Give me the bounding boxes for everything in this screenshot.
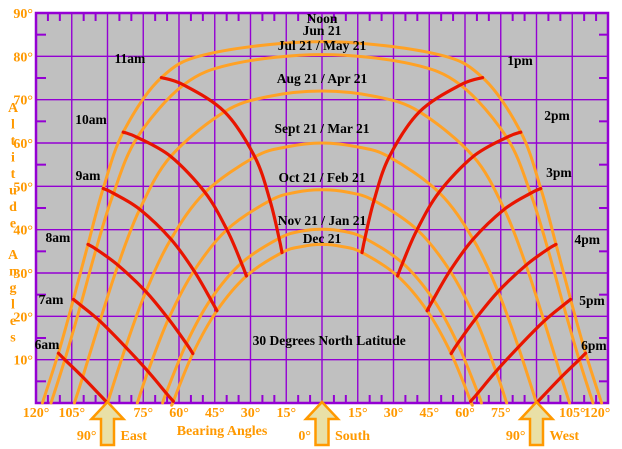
month-label: Sept 21 / Mar 21 xyxy=(275,121,370,136)
month-curve xyxy=(40,40,604,405)
y-axis-title-letter: u xyxy=(9,184,17,199)
x-tick-label: 45° xyxy=(205,406,225,421)
y-axis-title-letter: d xyxy=(9,200,17,215)
hour-label: 4pm xyxy=(575,232,601,247)
y-axis-title-letter: l xyxy=(11,298,15,313)
x-tick-label: 15° xyxy=(348,406,368,421)
y-tick-label: 50° xyxy=(13,180,33,195)
month-label: Jun 21 xyxy=(303,23,342,38)
compass-direction-label: South xyxy=(335,429,370,444)
month-label: Aug 21 / Apr 21 xyxy=(277,71,368,86)
y-axis-title-letter: e xyxy=(10,314,16,329)
hour-label: 3pm xyxy=(546,165,572,180)
x-tick-labels: 120° 105° 75° 60° 45° 30° 15° 15° 30° 45° 60° 75° 10… xyxy=(23,406,611,421)
compass-arrow-west-icon xyxy=(517,400,556,447)
x-tick-label: 60° xyxy=(455,406,475,421)
y-tick-label: 60° xyxy=(13,137,33,152)
y-axis-title-letter: A xyxy=(8,101,19,116)
hour-label: 11am xyxy=(115,51,147,66)
x-tick-label: 105° xyxy=(559,406,586,421)
x-tick-label: 15° xyxy=(276,406,296,421)
compass: 90° East 0° South 90° West xyxy=(77,400,580,447)
y-tick-label: 70° xyxy=(13,94,33,109)
x-tick-label: 30° xyxy=(241,406,261,421)
compass-arrow-east-icon xyxy=(88,400,127,447)
y-axis-title-letter: t xyxy=(11,167,16,182)
x-tick-label: 45° xyxy=(419,406,439,421)
month-label: Nov 21 / Jan 21 xyxy=(278,213,367,228)
y-axis-title-letter: i xyxy=(11,151,15,166)
hour-curve xyxy=(449,242,558,356)
hour-label: 9am xyxy=(76,168,102,183)
compass-direction-label: East xyxy=(121,429,148,444)
x-tick-label: 120° xyxy=(584,406,611,421)
compass-degree-label: 90° xyxy=(77,429,97,444)
hour-curve xyxy=(56,351,110,405)
x-tick-label: 75° xyxy=(491,406,511,421)
y-tick-labels: 90° 80° 70° 60° 50° 40° 30° 20° 10° xyxy=(13,7,33,369)
y-axis-title-letter: s xyxy=(10,331,16,346)
month-curve xyxy=(106,141,538,405)
annotation-label: 30 Degrees North Latitude xyxy=(253,333,406,348)
hour-curve xyxy=(121,130,248,278)
x-tick-label: 75° xyxy=(133,406,153,421)
hour-curves xyxy=(56,76,588,405)
y-tick-label: 90° xyxy=(13,7,33,22)
hour-label: 5pm xyxy=(579,293,605,308)
y-axis-title-letter: g xyxy=(10,281,17,296)
y-tick-label: 20° xyxy=(13,310,33,325)
hour-curve xyxy=(396,130,523,278)
hour-label: 8am xyxy=(46,230,72,245)
hour-label: 2pm xyxy=(544,108,570,123)
month-curve xyxy=(72,89,572,405)
x-axis-title: Bearing Angles xyxy=(177,424,268,439)
hour-label: 6am xyxy=(35,337,61,352)
hour-curve xyxy=(469,297,573,403)
hour-curve xyxy=(101,186,219,313)
x-tick-label: 30° xyxy=(384,406,404,421)
y-axis-title-letter: l xyxy=(11,118,15,133)
y-axis-title-letter: n xyxy=(9,265,17,280)
y-tick-label: 10° xyxy=(13,354,33,369)
compass-degree-label: 0° xyxy=(298,429,311,444)
hour-label: 7am xyxy=(39,292,65,307)
compass-direction-label: West xyxy=(550,429,580,444)
month-curve xyxy=(49,53,595,405)
hour-curve xyxy=(360,76,485,255)
x-tick-label: 120° xyxy=(23,406,50,421)
hour-label: 6pm xyxy=(581,338,607,353)
month-label: Oct 21 / Feb 21 xyxy=(279,170,366,185)
y-tick-label: 80° xyxy=(13,50,33,65)
minor-ticks xyxy=(36,13,608,403)
x-tick-label: 60° xyxy=(169,406,189,421)
y-axis-title-letter: t xyxy=(11,134,16,149)
hour-curve xyxy=(86,242,195,356)
month-curves xyxy=(40,40,604,407)
hour-label: 10am xyxy=(75,112,107,127)
hour-label: 1pm xyxy=(507,53,533,68)
month-curve xyxy=(170,242,474,407)
y-axis-title-letter: e xyxy=(10,217,16,232)
month-curve xyxy=(135,188,509,405)
compass-arrow-south-icon xyxy=(303,400,341,447)
compass-degree-label: 90° xyxy=(506,429,526,444)
month-curve xyxy=(161,227,483,405)
hour-curve xyxy=(425,186,543,313)
annotation-label: Noon xyxy=(307,11,338,26)
y-axis-title-letter: A xyxy=(8,248,19,263)
hour-curve xyxy=(71,297,175,403)
month-label: Jul 21 / May 21 xyxy=(278,38,367,53)
y-tick-label: 40° xyxy=(13,224,33,239)
y-tick-label: 30° xyxy=(13,267,33,282)
x-tick-label: 105° xyxy=(58,406,85,421)
hour-curve xyxy=(159,76,284,255)
month-label: Dec 21 xyxy=(303,231,342,246)
hour-curve xyxy=(534,351,588,405)
